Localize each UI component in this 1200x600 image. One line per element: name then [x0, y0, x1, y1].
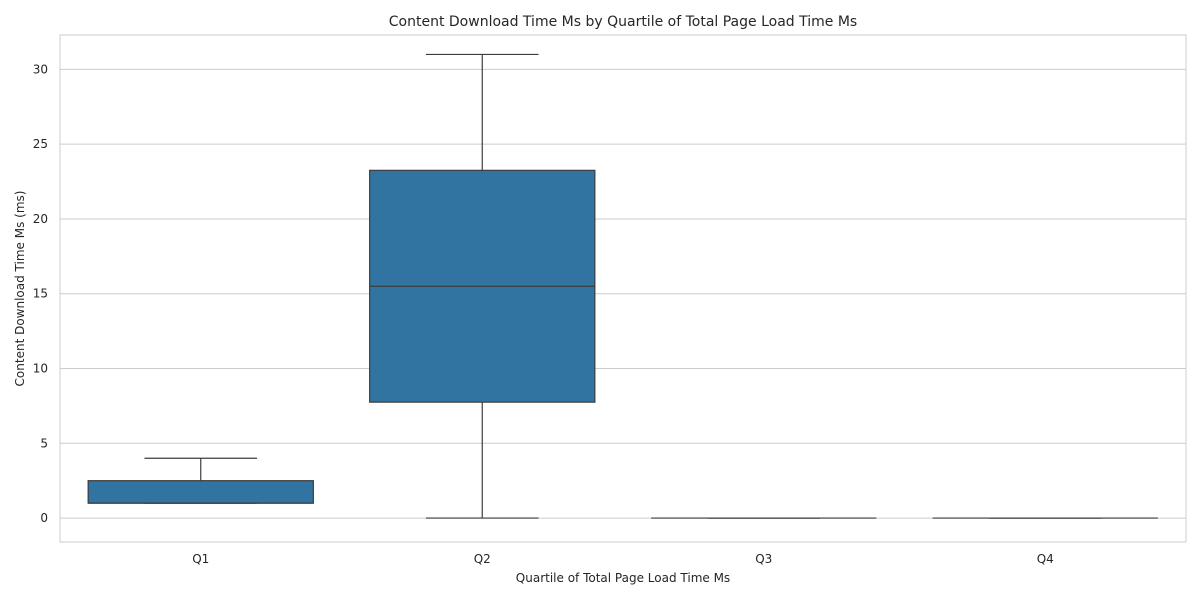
y-axis-label: Content Download Time Ms (ms) — [13, 191, 27, 387]
x-tick-label: Q1 — [192, 552, 209, 566]
box-q1 — [87, 457, 314, 504]
x-tick-label: Q2 — [474, 552, 491, 566]
x-tick-labels: Q1 Q2 Q3 Q4 — [192, 552, 1054, 566]
plot-area — [59, 34, 1187, 543]
iqr-box — [87, 480, 314, 504]
y-tick-label: 5 — [40, 436, 48, 450]
y-tick-label: 0 — [40, 511, 48, 525]
x-axis-label: Quartile of Total Page Load Time Ms — [516, 571, 730, 585]
y-tick-label: 25 — [33, 137, 48, 151]
y-tick-label: 15 — [33, 287, 48, 301]
y-tick-label: 30 — [33, 62, 48, 76]
y-tick-labels: 0 5 10 15 20 25 30 — [33, 62, 48, 525]
boxes — [87, 53, 1158, 519]
chart-title: Content Download Time Ms by Quartile of … — [389, 14, 857, 30]
y-tick-label: 20 — [33, 212, 48, 226]
grid — [60, 68, 1186, 519]
y-tick-label: 10 — [33, 362, 48, 376]
box-q2 — [369, 53, 596, 519]
x-tick-label: Q3 — [755, 552, 772, 566]
x-tick-label: Q4 — [1037, 552, 1054, 566]
